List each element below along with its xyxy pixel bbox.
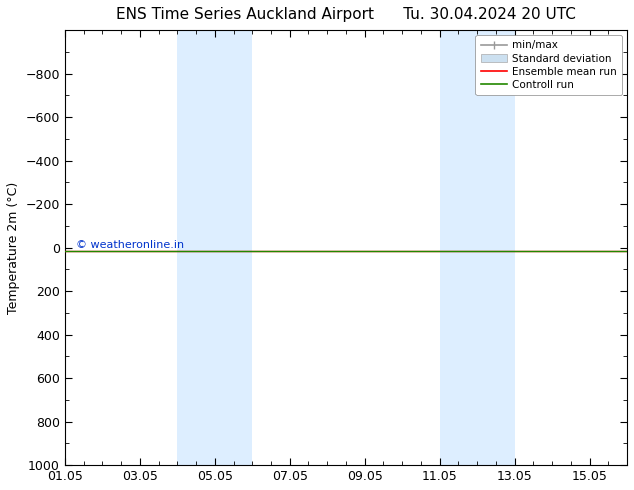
Y-axis label: Temperature 2m (°C): Temperature 2m (°C) <box>7 181 20 314</box>
Bar <box>439 30 515 465</box>
Bar <box>178 30 252 465</box>
Legend: min/max, Standard deviation, Ensemble mean run, Controll run: min/max, Standard deviation, Ensemble me… <box>476 35 622 95</box>
Text: © weatheronline.in: © weatheronline.in <box>76 241 184 250</box>
Title: ENS Time Series Auckland Airport      Tu. 30.04.2024 20 UTC: ENS Time Series Auckland Airport Tu. 30.… <box>116 7 576 22</box>
